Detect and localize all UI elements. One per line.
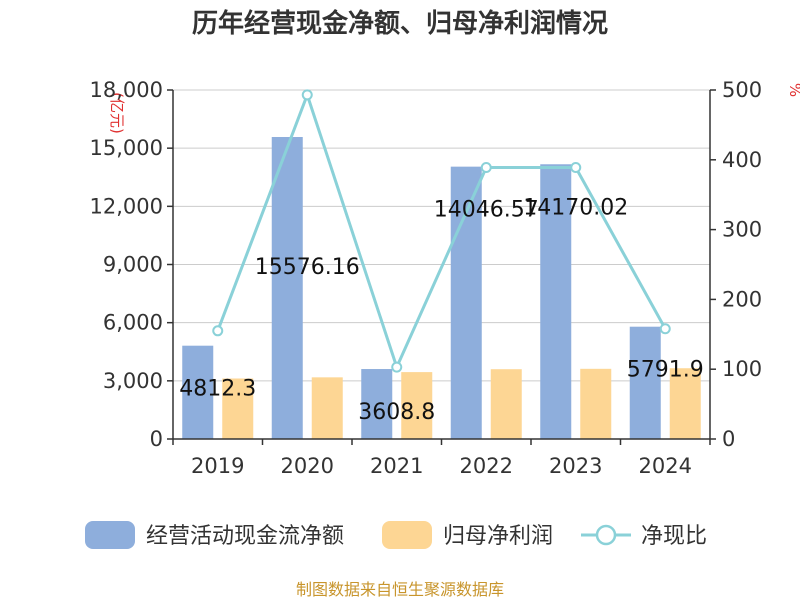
bar-cash-flow bbox=[540, 164, 572, 439]
legend-swatch-net-profit bbox=[382, 521, 432, 549]
x-tick-label: 2019 bbox=[191, 454, 244, 478]
right-tick-label: 500 bbox=[722, 78, 762, 102]
cash-flow-data-label: 3608.8 bbox=[358, 400, 435, 425]
right-tick-label: 300 bbox=[722, 218, 762, 242]
x-tick-label: 2020 bbox=[281, 454, 334, 478]
left-axis-unit: (亿元) bbox=[108, 92, 126, 134]
legend-swatch-cash-flow bbox=[85, 521, 135, 549]
left-tick-label: 6,000 bbox=[103, 311, 163, 335]
cash-flow-data-label: 14170.02 bbox=[523, 195, 628, 220]
left-tick-label: 9,000 bbox=[103, 253, 163, 277]
x-tick-label: 2023 bbox=[549, 454, 602, 478]
ratio-point bbox=[391, 361, 403, 373]
left-tick-label: 15,000 bbox=[90, 136, 163, 160]
bars bbox=[182, 136, 701, 440]
chart-title: 历年经营现金净额、归母净利润情况 bbox=[192, 8, 608, 39]
cash-flow-data-label: 14046.57 bbox=[434, 198, 539, 223]
legend-label-ratio: 净现比 bbox=[641, 524, 707, 549]
ratio-point bbox=[659, 323, 671, 335]
legend-label-cash-flow: 经营活动现金流净额 bbox=[146, 524, 344, 549]
bar-cash-flow bbox=[629, 326, 661, 439]
bar-net-profit bbox=[222, 378, 254, 439]
bar-net-profit bbox=[401, 372, 433, 439]
x-tick-label: 2024 bbox=[639, 454, 692, 478]
left-tick-label: 0 bbox=[150, 427, 163, 451]
ratio-point bbox=[480, 161, 492, 173]
bar-net-profit bbox=[311, 377, 343, 439]
ratio-line bbox=[212, 89, 671, 373]
left-tick-label: 12,000 bbox=[90, 194, 163, 218]
axes: 0 3,000 6,000 9,000 12,000 15,000 18,000 0 100 20… bbox=[90, 78, 763, 478]
cash-flow-data-label: 15576.16 bbox=[255, 255, 360, 280]
right-axis-unit: % bbox=[786, 83, 800, 97]
bar-cash-flow bbox=[182, 345, 214, 439]
bar-net-profit bbox=[580, 368, 612, 439]
left-tick-label: 18,000 bbox=[90, 78, 163, 102]
ratio-line-path bbox=[216, 90, 667, 372]
ratio-point bbox=[212, 325, 224, 337]
right-tick-label: 200 bbox=[722, 287, 762, 311]
cash-flow-data-label: 5791.9 bbox=[627, 358, 704, 383]
bar-net-profit bbox=[490, 369, 522, 439]
right-tick-label: 100 bbox=[722, 357, 762, 381]
bar-cash-flow bbox=[271, 136, 303, 440]
left-tick-label: 3,000 bbox=[103, 369, 163, 393]
cash-flow-data-label: 4812.3 bbox=[179, 377, 256, 402]
ratio-point bbox=[301, 89, 313, 101]
bar-net-profit bbox=[669, 368, 701, 439]
x-tick-label: 2021 bbox=[370, 454, 423, 478]
right-tick-label: 0 bbox=[722, 427, 735, 451]
ratio-point bbox=[570, 161, 582, 173]
legend[interactable]: 经营活动现金流净额 归母净利润 净现比 bbox=[85, 521, 707, 549]
right-tick-label: 400 bbox=[722, 148, 762, 172]
bar-cash-flow bbox=[361, 369, 393, 439]
source-note: 制图数据来自恒生聚源数据库 bbox=[296, 580, 504, 599]
legend-swatch-ratio-point bbox=[595, 524, 617, 546]
legend-label-net-profit: 归母净利润 bbox=[443, 524, 553, 549]
x-tick-label: 2022 bbox=[460, 454, 513, 478]
